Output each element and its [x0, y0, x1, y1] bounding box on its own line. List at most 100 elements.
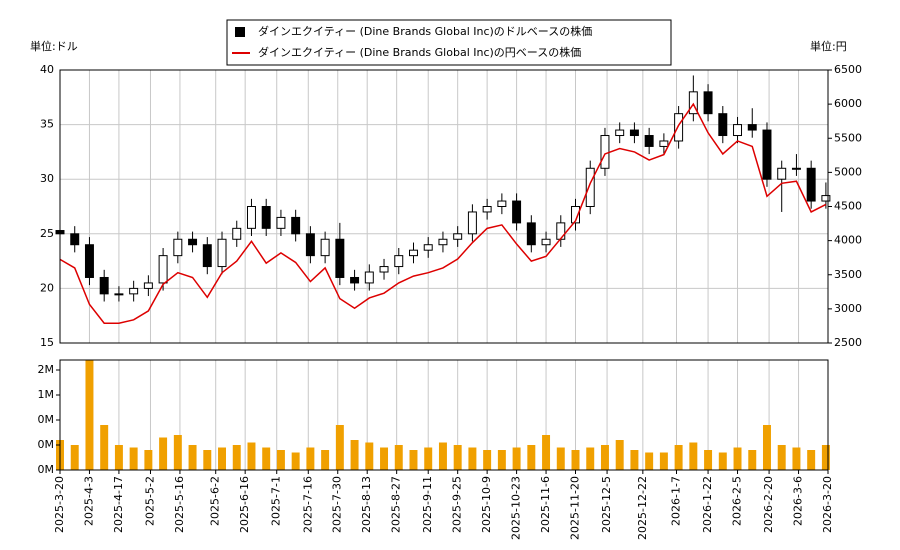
y2-unit-label: 単位:円: [810, 39, 847, 53]
y-tick-label: 30: [40, 172, 54, 185]
legend-swatch: [235, 27, 245, 37]
x-tick-label: 2025-8-27: [390, 476, 403, 533]
candle-body: [261, 206, 271, 229]
volume-tick-label: 0M: [38, 438, 55, 451]
volume-bar: [821, 445, 830, 470]
legend-box: [226, 19, 672, 66]
volume-bar: [70, 445, 79, 470]
candle-body: [585, 167, 595, 207]
candle-body: [615, 129, 625, 137]
volume-bar: [232, 445, 241, 470]
candle-body: [438, 238, 448, 246]
volume-bar: [424, 447, 433, 470]
x-tick-label: 2025-10-9: [480, 476, 493, 533]
y2-tick-label: 4500: [834, 200, 862, 213]
x-tick-label: 2025-5-16: [173, 476, 186, 533]
x-tick-label: 2025-4-3: [82, 476, 95, 526]
y-tick-label: 40: [40, 63, 54, 76]
candle-body: [777, 167, 787, 180]
x-tick-label: 2025-12-5: [600, 476, 613, 533]
candle-body: [733, 124, 743, 137]
volume-bar: [542, 435, 551, 470]
candle-body: [320, 238, 330, 257]
candle-body: [806, 167, 816, 202]
x-tick-label: 2025-11-6: [539, 476, 552, 533]
candle-body: [246, 206, 256, 229]
volume-bar: [291, 452, 300, 470]
volume-bar: [762, 425, 771, 470]
plot-frame: [59, 69, 829, 344]
y2-tick-label: 5000: [834, 165, 862, 178]
volume-bar: [394, 445, 403, 470]
candle-body: [423, 244, 433, 251]
volume-bar: [365, 442, 374, 470]
y2-tick-label: 5500: [834, 131, 862, 144]
volume-bar: [704, 450, 713, 470]
candle-body: [467, 211, 477, 235]
candle-body: [202, 244, 212, 268]
volume-bar: [173, 435, 182, 470]
y-tick-label: 20: [40, 281, 54, 294]
y2-tick-label: 4000: [834, 234, 862, 247]
x-tick-label: 2025-12-22: [636, 476, 649, 540]
volume-bar: [129, 447, 138, 470]
candle-body: [762, 129, 772, 180]
x-tick-label: 2026-3-6: [792, 476, 805, 526]
candle-body: [556, 222, 566, 240]
volume-tick-label: 0M: [38, 413, 55, 426]
x-tick-label: 2025-11-20: [569, 476, 582, 540]
volume-tick-label: 0M: [38, 463, 55, 476]
candle-body: [821, 195, 831, 202]
volume-bar: [453, 445, 462, 470]
candle-body: [379, 266, 389, 273]
y2-tick-label: 3000: [834, 302, 862, 315]
x-tick-label: 2025-7-30: [331, 476, 344, 533]
x-tick-label: 2025-9-25: [451, 476, 464, 533]
y-tick-label: 35: [40, 118, 54, 131]
candle-body: [512, 200, 522, 224]
volume-bar: [659, 452, 668, 470]
volume-bar: [527, 445, 536, 470]
candle-body: [217, 238, 227, 268]
volume-bar: [350, 440, 359, 470]
y2-tick-label: 6000: [834, 97, 862, 110]
candle-body: [188, 238, 198, 246]
volume-bar: [114, 445, 123, 470]
candle-body: [350, 276, 360, 284]
x-tick-label: 2026-2-20: [762, 476, 775, 533]
volume-bar: [600, 445, 609, 470]
volume-bar: [438, 442, 447, 470]
y2-tick-label: 6500: [834, 63, 862, 76]
candle-body: [674, 113, 684, 142]
candle-body: [84, 244, 94, 278]
candle-body: [644, 135, 654, 147]
x-tick-label: 2026-2-5: [731, 476, 744, 526]
volume-bar: [748, 450, 757, 470]
x-tick-label: 2025-7-16: [301, 476, 314, 533]
volume-bar: [718, 452, 727, 470]
x-tick-label: 2025-7-1: [270, 476, 283, 526]
volume-bar: [630, 450, 639, 470]
volume-bar: [85, 360, 94, 470]
volume-bar: [615, 440, 624, 470]
candle-body: [232, 227, 242, 240]
candle-body: [276, 216, 286, 229]
candle-body: [143, 282, 153, 289]
volume-bar: [777, 445, 786, 470]
candle-body: [99, 276, 109, 295]
y-unit-label: 単位:ドル: [30, 39, 78, 53]
candle-body: [453, 233, 463, 240]
yen-line: [59, 102, 827, 324]
candle-body: [173, 238, 183, 257]
x-tick-label: 2025-3-20: [53, 476, 66, 533]
volume-bar: [203, 450, 212, 470]
candle-body: [335, 238, 345, 278]
y-tick-label: 15: [40, 336, 54, 349]
candle-body: [291, 216, 301, 235]
x-tick-label: 2026-1-22: [701, 476, 714, 533]
candle-body: [158, 255, 168, 284]
volume-bar: [645, 452, 654, 470]
volume-frame: [59, 359, 829, 471]
volume-bar: [409, 450, 418, 470]
